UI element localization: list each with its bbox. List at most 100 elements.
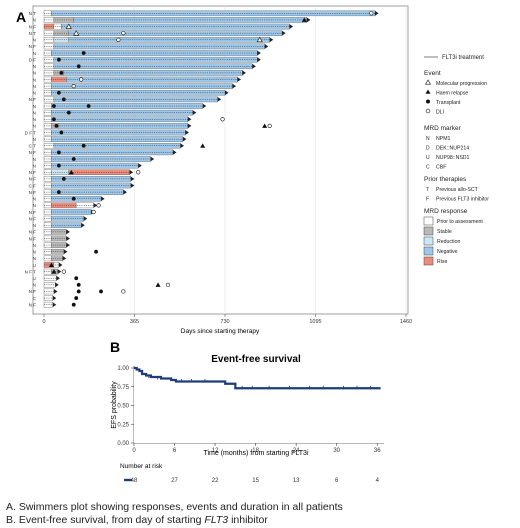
- transplant-marker: [74, 296, 79, 300]
- patient-row-label: C F: [29, 183, 37, 188]
- dli-marker: [165, 282, 171, 287]
- ongoing-arrow: [182, 136, 187, 142]
- patient-row-35: [43, 235, 70, 242]
- patient-row-27: [43, 182, 135, 189]
- patient-row-44: [43, 295, 79, 301]
- legend-mrd-marker-title: MRD marker: [424, 125, 462, 132]
- legend-event-item: Molecular progression: [436, 81, 487, 87]
- transplant-marker: [71, 302, 76, 307]
- patient-row-7: [43, 50, 261, 56]
- km-y-axis-title: EFS probability: [111, 381, 118, 429]
- patient-row-label: C T: [29, 144, 37, 149]
- transplant-marker: [86, 104, 91, 108]
- km-y-tick-label-1: 0.25: [117, 422, 129, 428]
- ongoing-arrow: [237, 77, 241, 82]
- legend-treatment-label: FLT3i treatment: [442, 55, 484, 61]
- patient-row-label: U: [33, 263, 36, 268]
- dli-marker: [121, 289, 126, 294]
- ongoing-arrow: [56, 275, 60, 281]
- ongoing-arrow: [192, 110, 197, 116]
- patient-row-label: N: [33, 256, 36, 261]
- km-x-tick-label-3: 18: [252, 448, 259, 454]
- transplant-marker: [99, 289, 103, 294]
- km-y-tick-label-3: 0.75: [117, 385, 129, 391]
- km-title: Event-free survival: [211, 354, 301, 365]
- haem-relapse-marker: [155, 282, 161, 287]
- legend-haem-relapse-symbol: [425, 89, 431, 94]
- km-x-tick-label-0: 0: [132, 448, 136, 454]
- patient-row-45: [43, 301, 76, 308]
- legend-event-title: Event: [424, 70, 441, 77]
- ongoing-arrow: [66, 229, 70, 235]
- ongoing-arrow: [130, 183, 135, 188]
- patient-row-label: N F: [29, 24, 37, 29]
- patient-row-label: N: [33, 223, 36, 228]
- ongoing-arrow: [306, 17, 311, 23]
- patient-row-11: [43, 76, 241, 83]
- x-tick-label-0: 0: [42, 319, 45, 325]
- patient-row-4: [43, 30, 286, 36]
- ongoing-arrow: [282, 30, 286, 36]
- ongoing-arrow: [375, 10, 379, 16]
- patient-row-36: [43, 242, 70, 248]
- caption-b-suffix: inhibitor: [228, 514, 268, 526]
- swimmer-x-axis: 0 365 730 1095 1460: [42, 314, 412, 325]
- dli-marker: [136, 170, 141, 175]
- ongoing-arrow: [101, 196, 105, 202]
- ongoing-arrow: [185, 130, 189, 135]
- x-tick-label-4: 1460: [400, 319, 412, 325]
- patient-row-label: N T: [29, 31, 37, 36]
- ongoing-arrow: [83, 216, 88, 221]
- transplant-marker: [52, 104, 56, 108]
- ongoing-arrow: [242, 70, 246, 76]
- patient-row-label: N: [33, 117, 36, 122]
- x-tick-label-1: 365: [130, 319, 139, 325]
- risk-table-title: Number at risk: [120, 463, 163, 470]
- transplant-marker: [56, 163, 61, 168]
- ongoing-arrow: [138, 163, 142, 169]
- legend-swatch-rise: [423, 256, 434, 266]
- legend-event-item: Transplant: [436, 100, 461, 106]
- panel-b-label: B: [110, 339, 120, 355]
- transplant-marker: [56, 57, 61, 62]
- patient-row-14: [43, 96, 222, 103]
- patient-row-label: N: [33, 137, 36, 142]
- ongoing-arrow: [202, 103, 207, 109]
- ongoing-arrow: [264, 44, 269, 49]
- dli-marker: [71, 84, 76, 89]
- transplant-marker: [56, 150, 61, 155]
- legend-swatch-prior: [423, 216, 434, 226]
- legend-marker-label: NUP98::NSD1: [436, 155, 470, 161]
- ongoing-arrow: [225, 90, 229, 96]
- ongoing-arrow: [187, 123, 192, 129]
- legend-molecular-progression-symbol: [424, 79, 432, 85]
- legend-marker-code: U: [426, 155, 430, 161]
- transplant-marker: [74, 276, 79, 281]
- dli-marker: [116, 37, 121, 42]
- patient-row-12: [43, 83, 237, 89]
- patient-row-label: N T: [29, 11, 37, 16]
- segment-prior: [43, 275, 57, 281]
- patient-row-33: [43, 222, 85, 228]
- swimmer-x-axis-title: Days since starting therapy: [181, 328, 260, 335]
- patient-row-29: [43, 195, 105, 202]
- transplant-marker: [54, 123, 59, 128]
- dli-marker: [96, 203, 101, 208]
- patient-row-label: D F: [29, 57, 37, 62]
- patient-row-label: N F T: [25, 269, 37, 274]
- dli-marker: [267, 123, 272, 128]
- patient-row-24: [43, 162, 142, 169]
- patient-row-38: [43, 255, 67, 262]
- ongoing-arrow: [180, 143, 184, 149]
- transplant-marker: [66, 110, 71, 115]
- ongoing-arrow: [58, 262, 63, 268]
- ongoing-arrow: [53, 289, 58, 294]
- haem-relapse-marker: [68, 169, 74, 175]
- patient-row-15: [43, 103, 207, 109]
- patient-row-label: N: [33, 197, 36, 202]
- molecular-progression-marker: [73, 30, 80, 36]
- legend-response-label: Prior to assessment: [437, 219, 483, 225]
- transplant-marker: [59, 130, 64, 135]
- patient-row-34: [43, 229, 70, 235]
